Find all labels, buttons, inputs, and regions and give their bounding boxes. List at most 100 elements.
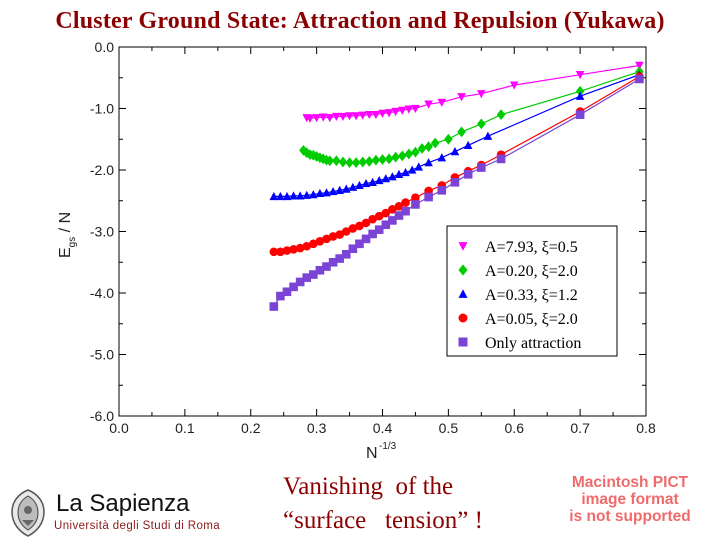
data-point-series-0	[477, 90, 486, 99]
data-point-series-4	[328, 257, 338, 267]
data-point-series-0	[635, 61, 644, 70]
data-point-series-3	[341, 227, 351, 236]
data-point-series-1	[404, 148, 414, 160]
data-point-series-0	[318, 113, 328, 122]
legend-label-2: A=0.33, ξ=1.2	[485, 287, 578, 304]
data-point-series-4	[276, 291, 285, 301]
legend-box	[446, 225, 618, 357]
data-point-series-3	[401, 198, 410, 207]
data-point-series-2	[276, 191, 285, 201]
data-point-series-4	[335, 254, 344, 263]
data-point-series-2	[328, 187, 338, 196]
data-point-series-1	[332, 155, 341, 167]
legend-marker-2	[458, 289, 468, 298]
pict-line-2: image format	[581, 491, 679, 508]
data-point-series-2	[424, 158, 433, 167]
legend-marker-1	[458, 264, 468, 276]
y-tick-label: -6.0	[90, 408, 114, 424]
data-point-series-4	[424, 192, 433, 202]
data-point-series-1	[384, 153, 394, 165]
data-point-series-1	[457, 126, 466, 138]
data-point-series-4	[450, 178, 460, 187]
data-point-series-1	[496, 109, 506, 121]
x-tick-label: 0.0	[109, 420, 129, 436]
data-point-series-4	[309, 270, 318, 279]
data-point-series-1	[325, 155, 335, 167]
data-point-series-4	[394, 211, 404, 220]
data-point-series-2	[463, 140, 473, 150]
x-tick-label: 0.1	[175, 420, 195, 436]
data-point-series-0	[391, 107, 400, 117]
data-point-series-2	[322, 188, 331, 197]
x-tick-label: 0.3	[307, 420, 327, 436]
caption-line-1: Vanishing of the	[283, 473, 454, 500]
data-point-series-3	[394, 201, 404, 211]
data-point-series-2	[341, 184, 351, 193]
y-tick-label: -1.0	[90, 101, 114, 117]
data-point-series-1	[411, 146, 420, 158]
svg-text:Egs / N: Egs / N	[57, 212, 78, 258]
data-point-series-4	[282, 287, 292, 297]
crest-icon	[11, 489, 45, 537]
data-point-series-1	[345, 157, 354, 168]
y-axis-label: Egs / N	[57, 212, 78, 258]
data-point-series-0	[411, 104, 420, 114]
y-tick-label: -3.0	[90, 224, 114, 240]
data-point-series-4	[477, 163, 486, 172]
data-point-series-3	[368, 214, 377, 224]
data-point-series-1	[477, 118, 486, 130]
pict-unsupported-notice: Macintosh PICT image format is not suppo…	[540, 474, 720, 525]
data-point-series-2	[414, 162, 424, 171]
data-point-series-0	[397, 106, 407, 115]
logo-name: La Sapienza	[56, 490, 190, 517]
data-point-series-0	[378, 109, 387, 118]
data-point-series-3	[309, 239, 318, 249]
data-point-series-4	[635, 74, 644, 84]
university-logo: La Sapienza Università degli Studi di Ro…	[8, 488, 258, 540]
data-point-series-2	[302, 190, 312, 199]
data-point-series-0	[365, 110, 374, 120]
data-point-series-1	[417, 143, 427, 154]
legend: A=7.93, ξ=0.5 A=0.20, ξ=2.0 A=0.33, ξ=1.2 A…	[446, 225, 618, 357]
legend-label-1: A=0.20, ξ=2.0	[485, 263, 578, 280]
data-point-series-1	[365, 156, 374, 167]
data-point-series-1	[430, 137, 440, 149]
legend-marker-3	[458, 313, 468, 323]
y-axis-label-subscript: gs	[67, 237, 78, 248]
data-point-series-2	[394, 169, 404, 178]
data-point-series-0	[575, 71, 585, 80]
data-point-series-0	[437, 98, 447, 107]
x-axis-label-exponent: -1/3	[379, 441, 397, 452]
data-point-series-3	[374, 211, 384, 221]
data-point-series-4	[302, 273, 312, 282]
data-point-series-3	[361, 218, 371, 228]
data-point-series-2	[361, 179, 371, 188]
data-point-series-0	[305, 114, 315, 123]
data-point-series-3	[295, 243, 305, 253]
data-point-series-0	[358, 111, 368, 120]
data-point-series-1	[302, 147, 312, 159]
legend-marker-4	[458, 337, 468, 347]
data-point-series-2	[309, 190, 318, 199]
data-point-series-1	[351, 157, 361, 168]
axes: 0.0 0.1 0.2 0.3 0.4 0.5 0.6 0.7 0.8 0.0 -1.0 -2.0 -3…	[90, 39, 656, 436]
data-point-series-0	[312, 114, 321, 123]
legend-label-0: A=7.93, ξ=0.5	[485, 239, 578, 256]
y-tick-label: -2.0	[90, 162, 114, 178]
data-point-series-3	[381, 208, 391, 218]
data-point-series-4	[322, 262, 331, 271]
data-point-series-2	[368, 177, 377, 186]
data-point-series-4	[411, 200, 420, 209]
pict-line-3: is not supported	[569, 508, 691, 525]
data-point-series-3	[355, 221, 364, 231]
data-point-series-2	[289, 191, 298, 200]
data-point-series-0	[509, 81, 519, 90]
data-point-series-2	[315, 188, 325, 198]
y-tick-label: 0.0	[95, 39, 115, 55]
data-point-series-0	[345, 112, 354, 121]
x-axis-label: N -1/3	[366, 441, 397, 462]
data-point-series-1	[391, 151, 400, 163]
pict-line-1: Macintosh PICT	[571, 474, 689, 491]
data-point-series-3	[322, 234, 331, 244]
